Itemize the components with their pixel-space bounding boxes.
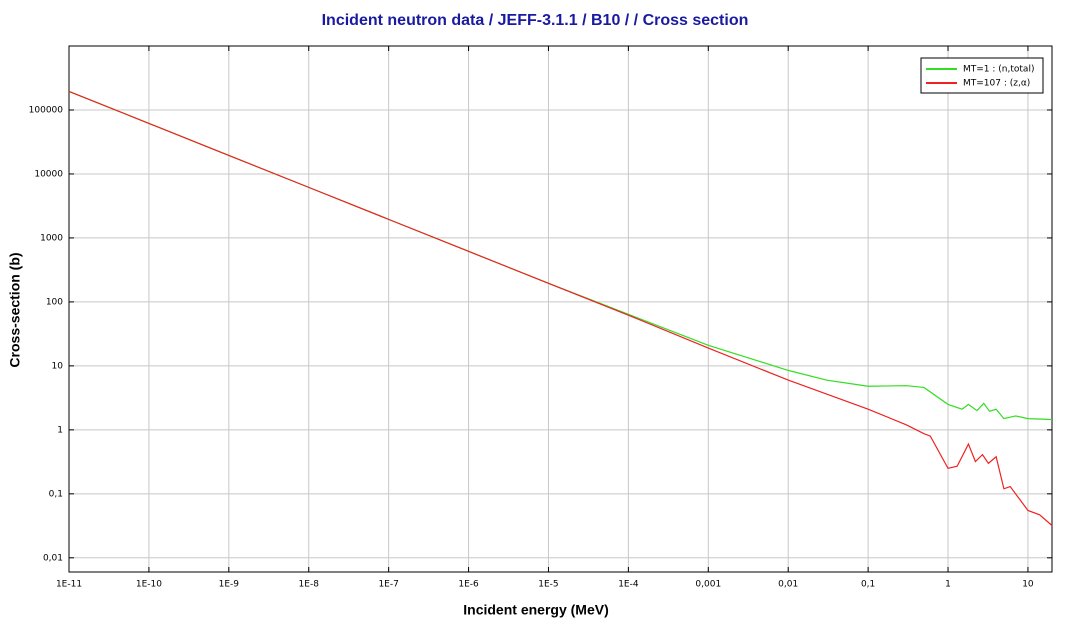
x-tick-label: 1E-10 [136, 580, 162, 590]
x-tick-label: 1 [945, 580, 951, 590]
legend-label: MT=1 : (n,total) [963, 65, 1034, 75]
series-line [68, 90, 1053, 421]
x-tick-label: 1E-6 [458, 580, 479, 590]
x-axis-label: Incident energy (MeV) [463, 602, 608, 618]
x-tick-label: 1E-5 [538, 580, 558, 590]
series-line [68, 90, 1053, 526]
x-tick-label: 1E-8 [299, 580, 320, 590]
x-tick-label: 1E-9 [219, 580, 240, 590]
x-tick-label: 1E-7 [378, 580, 398, 590]
x-tick-label: 0,001 [695, 580, 721, 590]
legend-label: MT=107 : (z,α) [963, 79, 1030, 89]
x-tick-label: 10 [1022, 580, 1034, 590]
x-tick-label: 1E-4 [618, 580, 639, 590]
y-tick-label: 0,1 [49, 489, 63, 499]
plot-frame [68, 45, 1053, 573]
y-tick-label: 100000 [29, 105, 64, 115]
x-tick-label: 0,01 [778, 580, 798, 590]
x-tick-label: 0,1 [861, 580, 875, 590]
y-tick-label: 10 [52, 361, 64, 371]
y-tick-label: 0,01 [43, 553, 63, 563]
y-axis-label: Cross-section (b) [7, 252, 23, 367]
y-tick-label: 1000 [40, 233, 63, 243]
legend-box [920, 57, 1044, 94]
x-tick-label: 1E-11 [56, 580, 82, 590]
chart-title: Incident neutron data / JEFF-3.1.1 / B10… [322, 12, 749, 29]
y-tick-label: 1 [57, 425, 63, 435]
y-tick-label: 10000 [34, 169, 63, 179]
y-tick-label: 100 [46, 297, 63, 307]
